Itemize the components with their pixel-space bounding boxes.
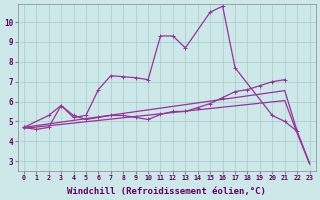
X-axis label: Windchill (Refroidissement éolien,°C): Windchill (Refroidissement éolien,°C) <box>67 187 266 196</box>
